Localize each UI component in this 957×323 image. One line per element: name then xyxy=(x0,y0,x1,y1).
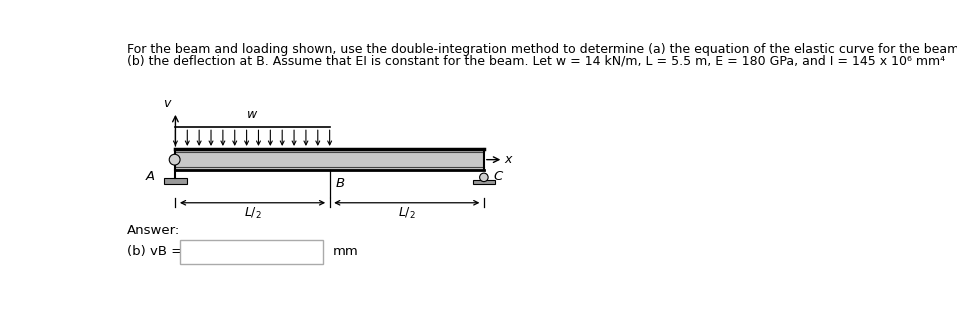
Text: $L/_{2}$: $L/_{2}$ xyxy=(398,206,415,221)
Text: C: C xyxy=(493,170,502,183)
Text: For the beam and loading shown, use the double-integration method to determine (: For the beam and loading shown, use the … xyxy=(127,43,957,56)
Bar xyxy=(164,178,187,184)
Text: x: x xyxy=(504,153,512,166)
Text: (b) vB =: (b) vB = xyxy=(127,245,183,258)
Text: mm: mm xyxy=(333,245,359,258)
Text: B: B xyxy=(336,177,345,190)
Bar xyxy=(180,240,323,264)
Text: A: A xyxy=(146,170,155,183)
Text: v: v xyxy=(164,97,170,110)
Text: (b) the deflection at B. Assume that EI is constant for the beam. Let w = 14 kN/: (b) the deflection at B. Assume that EI … xyxy=(127,54,946,67)
Circle shape xyxy=(479,173,488,182)
Bar xyxy=(473,180,495,184)
Text: w: w xyxy=(248,108,257,121)
Circle shape xyxy=(169,154,180,165)
Bar xyxy=(175,149,484,171)
Text: $L/_{2}$: $L/_{2}$ xyxy=(244,206,261,221)
Text: Answer:: Answer: xyxy=(127,224,181,237)
